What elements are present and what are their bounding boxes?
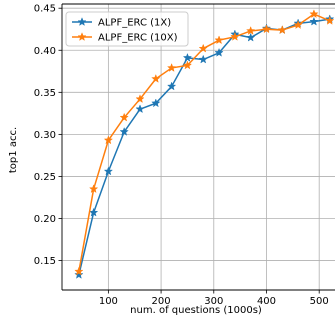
x-tick-label: 400 [257,296,276,307]
x-tick-label: 500 [310,296,329,307]
data-point-series-1 [88,207,99,217]
data-point-series-2 [166,63,177,72]
data-point-series-2 [88,184,99,194]
data-point-series-2 [151,73,161,83]
data-point-series-2 [261,24,272,34]
axes-layer [61,3,335,291]
series-layer [74,9,335,279]
y-tick-label: 0.35 [34,88,56,99]
grid-layer [62,4,335,290]
data-point-series-2 [214,35,224,45]
data-point-series-2 [182,60,193,70]
x-tick-label: 100 [99,296,118,307]
y-axis-title: top1 acc. [8,127,19,173]
legend: ALPF_ERC (1X) ALPF_ERC (10X) [65,11,189,47]
legend-box [65,11,189,47]
legend-marker-series-2 [77,32,87,41]
data-point-series-1 [103,166,114,176]
x-tick-label: 200 [152,296,171,307]
x-tick-label: 300 [204,296,223,307]
data-point-series-2 [277,25,287,35]
data-point-series-2 [198,43,208,53]
y-tick-label: 0.15 [34,256,56,267]
data-point-series-2 [245,26,256,35]
data-point-series-1 [119,126,129,136]
series-line-2 [78,13,331,272]
data-point-series-2 [309,9,319,19]
x-axis-title: num. of questions (1000s) [130,305,262,316]
data-point-series-1 [135,104,145,114]
data-point-series-2 [325,15,335,25]
y-tick-label: 0.45 [34,4,56,15]
data-point-series-1 [245,32,256,42]
data-point-series-1 [166,81,177,91]
data-point-series-2 [103,135,114,145]
ticks-layer: 100 200 300 400 500 0.15 0.20 0.25 0.30 0.35 0.40 0… [34,4,329,307]
y-tick-label: 0.40 [34,46,56,57]
data-point-series-1 [214,47,224,57]
y-tick-label: 0.20 [34,214,56,225]
data-point-series-1 [182,52,193,62]
legend-marker-series-1 [77,17,87,26]
data-point-series-2 [230,31,240,41]
legend-label-series-1: ALPF_ERC (1X) [98,18,171,29]
data-point-series-1 [74,269,84,279]
legend-label-series-2: ALPF_ERC (10X) [98,33,178,44]
data-point-series-2 [293,20,303,30]
y-tick-label: 0.30 [34,130,56,141]
data-point-series-1 [309,16,319,26]
data-point-series-1 [151,98,161,108]
y-tick-label: 0.25 [34,172,56,183]
data-point-series-1 [198,54,208,64]
data-point-series-2 [135,94,145,104]
data-point-series-2 [119,112,129,122]
data-point-series-2 [74,266,84,276]
